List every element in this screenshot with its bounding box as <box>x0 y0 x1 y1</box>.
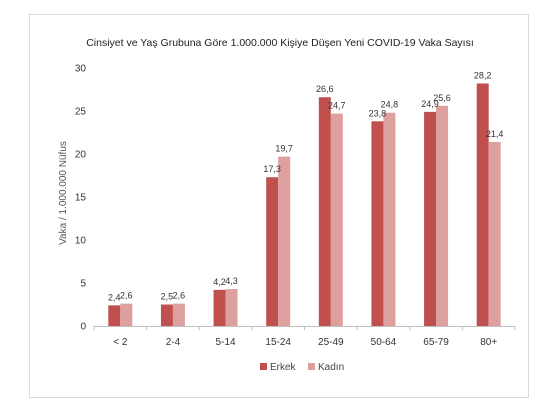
bar-erkek <box>424 111 437 326</box>
y-tick-label: 25 <box>75 107 87 118</box>
legend: Erkek Kadın <box>260 362 344 373</box>
data-label: 4,2 <box>213 277 226 287</box>
legend-swatch <box>308 363 315 370</box>
x-tick-label: 15-24 <box>265 337 291 348</box>
y-axis-label: Vaka / 1.000.000 Nüfus <box>58 141 69 245</box>
bar-kadın <box>225 289 238 326</box>
data-label: 2,6 <box>120 291 133 301</box>
x-ticks: < 2 2-4 5-14 15-24 25-49 50-64 65-79 80+ <box>93 326 516 348</box>
bar-erkek <box>160 304 173 326</box>
y-tick-label: 15 <box>75 193 87 204</box>
legend-label: Erkek <box>270 362 297 373</box>
bar-erkek <box>108 305 121 326</box>
bar-erkek <box>371 121 384 326</box>
bar-kadın <box>436 105 449 326</box>
chart-title: Cinsiyet ve Yaş Grubuna Göre 1.000.000 K… <box>86 37 474 49</box>
x-tick-label: 25-49 <box>318 337 344 348</box>
bar-erkek <box>476 83 489 326</box>
bar-erkek <box>318 97 331 327</box>
data-label: 21,4 <box>486 129 504 139</box>
x-tick-label: 2-4 <box>166 337 181 348</box>
bar-erkek <box>266 177 279 326</box>
data-label: 25,6 <box>433 93 451 103</box>
bars <box>108 83 501 327</box>
bar-kadın <box>278 156 291 326</box>
bar-kadın <box>172 303 185 326</box>
data-label: 24,9 <box>421 99 439 109</box>
data-label: 2,4 <box>108 292 121 302</box>
bar-erkek <box>213 289 226 326</box>
data-labels: 2,4 2,6 2,5 2,64,2 4,317,319,726,624,723,824… <box>108 70 503 302</box>
bar-kadın <box>488 141 501 326</box>
bar-kadın <box>330 113 343 326</box>
legend-label: Kadın <box>318 362 344 373</box>
data-label: 2,6 <box>173 291 186 301</box>
y-tick-label: 30 <box>75 64 87 75</box>
legend-swatch <box>260 363 267 370</box>
y-tick-label: 0 <box>80 322 86 333</box>
data-label: 2,5 <box>161 292 174 302</box>
bar-kadın <box>120 303 133 326</box>
y-ticks: 0 5 10 15 20 25 30 <box>75 64 87 333</box>
y-tick-label: 5 <box>80 279 86 290</box>
bar-kadın <box>383 112 396 326</box>
x-tick-label: 50-64 <box>371 337 397 348</box>
x-tick-label: 65-79 <box>423 337 449 348</box>
data-label: 26,6 <box>316 84 334 94</box>
data-label: 19,7 <box>275 144 293 154</box>
data-label: 24,8 <box>381 100 399 110</box>
y-tick-label: 10 <box>75 236 87 247</box>
data-label: 24,7 <box>328 101 346 111</box>
data-label: 4,3 <box>225 276 238 286</box>
data-label: 17,3 <box>263 164 281 174</box>
data-label: 23,8 <box>369 108 387 118</box>
x-tick-label: 5-14 <box>216 337 236 348</box>
x-tick-label: < 2 <box>113 337 128 348</box>
data-label: 28,2 <box>474 70 492 80</box>
x-tick-label: 80+ <box>480 337 497 348</box>
y-tick-label: 20 <box>75 150 87 161</box>
chart-svg: Cinsiyet ve Yaş Grubuna Göre 1.000.000 K… <box>58 37 516 373</box>
chart-frame: Cinsiyet ve Yaş Grubuna Göre 1.000.000 K… <box>29 14 529 398</box>
